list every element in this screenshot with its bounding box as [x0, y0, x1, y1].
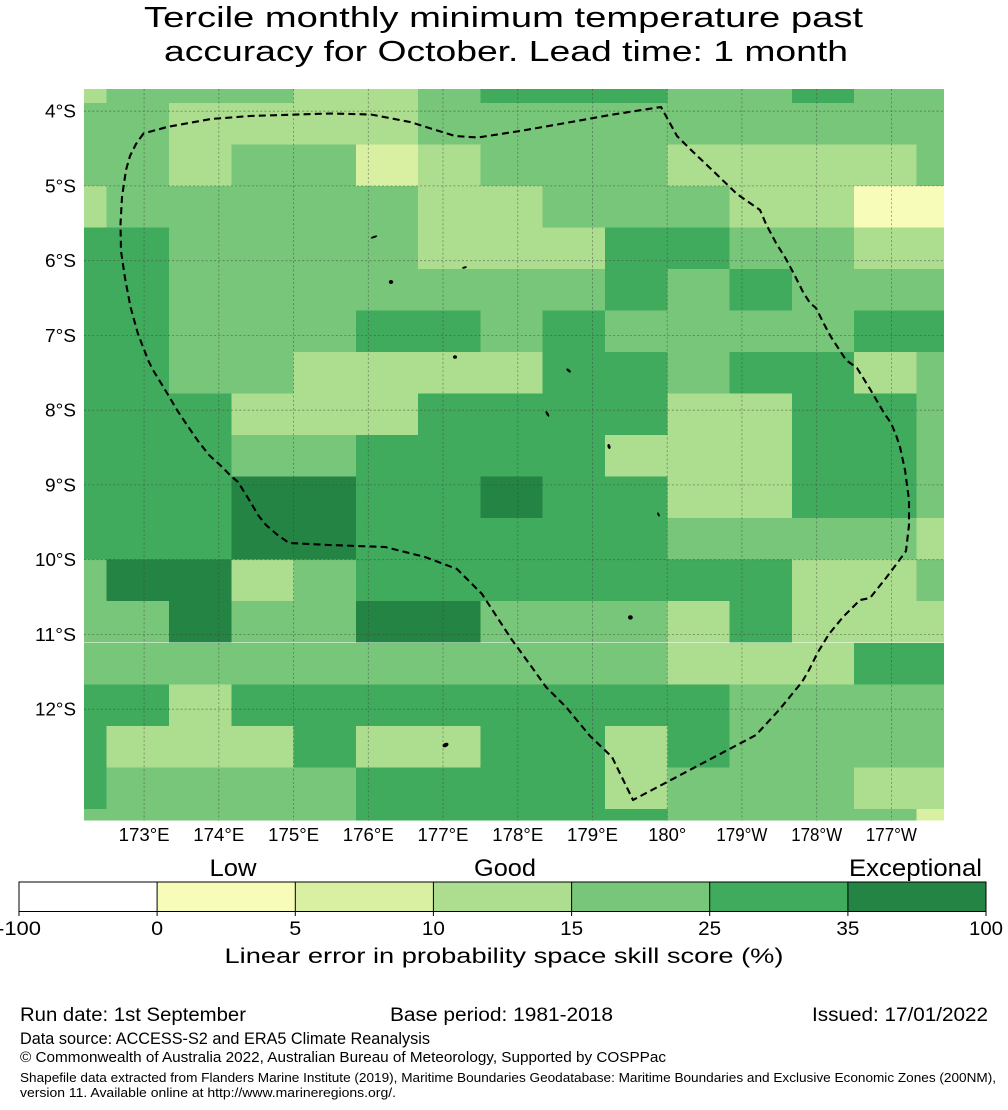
svg-text:25: 25 — [698, 919, 721, 940]
svg-text:Linear error in probability sp: Linear error in probability space skill … — [225, 945, 784, 968]
svg-text:177°E: 177°E — [418, 824, 469, 845]
svg-text:178°W: 178°W — [791, 824, 842, 845]
svg-text:10: 10 — [422, 919, 445, 940]
svg-text:175°E: 175°E — [268, 824, 319, 845]
svg-text:174°E: 174°E — [193, 824, 244, 845]
svg-text:100: 100 — [969, 919, 1003, 940]
svg-text:11°S: 11°S — [35, 624, 76, 645]
svg-text:Shapefile data extracted from: Shapefile data extracted from Flanders M… — [20, 1070, 996, 1085]
svg-text:© Commonwealth of Australia 20: © Commonwealth of Australia 2022, Austra… — [20, 1049, 667, 1066]
svg-text:Low: Low — [210, 855, 257, 882]
svg-text:version 11. Available online a: version 11. Available online at http://w… — [20, 1085, 396, 1100]
svg-text:Tercile monthly minimum temper: Tercile monthly minimum temperature past — [144, 2, 863, 34]
svg-text:0: 0 — [151, 919, 163, 940]
svg-text:176°E: 176°E — [343, 824, 394, 845]
svg-text:-100: -100 — [0, 919, 41, 940]
svg-text:178°E: 178°E — [492, 824, 543, 845]
svg-text:Good: Good — [474, 855, 536, 882]
svg-text:9°S: 9°S — [45, 474, 76, 495]
svg-text:179°W: 179°W — [716, 824, 767, 845]
svg-text:4°S: 4°S — [45, 101, 76, 122]
svg-text:15: 15 — [560, 919, 583, 940]
svg-text:179°E: 179°E — [567, 824, 618, 845]
svg-text:177°W: 177°W — [866, 824, 917, 845]
svg-text:Issued: 17/01/2022: Issued: 17/01/2022 — [812, 1005, 988, 1026]
svg-text:173°E: 173°E — [119, 824, 170, 845]
svg-text:Exceptional: Exceptional — [849, 855, 982, 882]
svg-text:5: 5 — [289, 919, 301, 940]
svg-text:8°S: 8°S — [45, 400, 76, 421]
svg-text:6°S: 6°S — [45, 250, 76, 271]
svg-text:35: 35 — [836, 919, 859, 940]
svg-text:180°: 180° — [648, 824, 686, 845]
svg-text:Base period: 1981-2018: Base period: 1981-2018 — [390, 1005, 613, 1026]
svg-text:5°S: 5°S — [45, 175, 76, 196]
svg-text:10°S: 10°S — [35, 549, 76, 570]
svg-text:12°S: 12°S — [35, 699, 76, 720]
svg-text:Run date: 1st September: Run date: 1st September — [20, 1005, 247, 1026]
svg-text:Data source: ACCESS-S2 and ERA: Data source: ACCESS-S2 and ERA5 Climate … — [20, 1029, 430, 1048]
svg-text:accuracy for October. Lead tim: accuracy for October. Lead time: 1 month — [164, 36, 848, 68]
svg-text:7°S: 7°S — [45, 325, 76, 346]
